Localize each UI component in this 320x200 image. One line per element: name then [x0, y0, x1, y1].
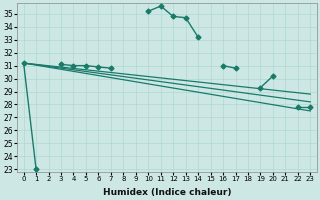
X-axis label: Humidex (Indice chaleur): Humidex (Indice chaleur) — [103, 188, 231, 197]
